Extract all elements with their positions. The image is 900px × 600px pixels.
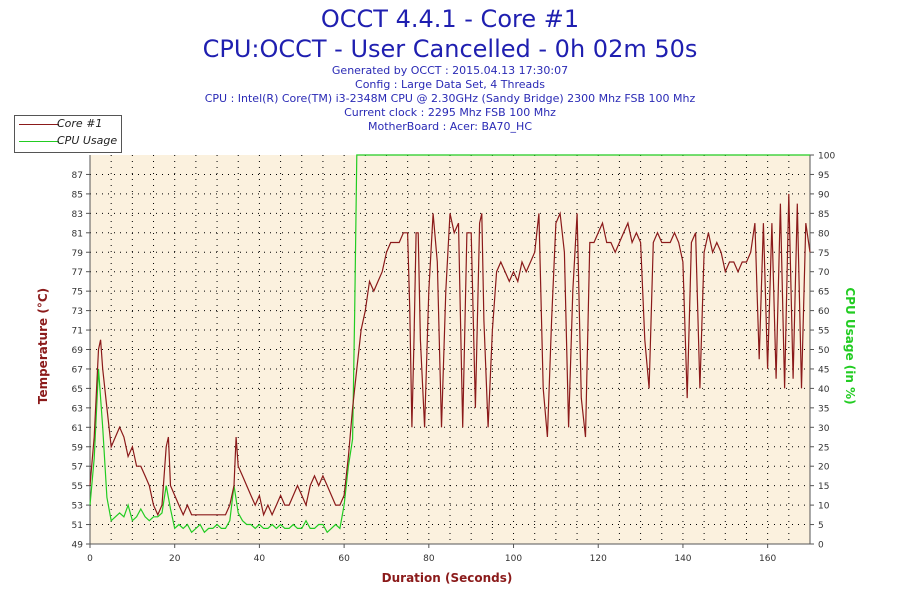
y-tick-label: 69: [72, 346, 84, 356]
y-axis-label-left: Temperature (°C): [36, 287, 50, 405]
y2-tick-label: 70: [818, 268, 830, 278]
y2-tick-label: 15: [818, 482, 829, 492]
x-tick-label: 20: [169, 554, 181, 564]
y2-tick-label: 25: [818, 443, 829, 453]
y-tick-label: 77: [72, 268, 83, 278]
y2-tick-label: 20: [818, 463, 830, 473]
y-tick-label: 59: [72, 443, 84, 453]
chart-header: OCCT 4.4.1 - Core #1 CPU:OCCT - User Can…: [0, 4, 900, 134]
info-line-cpu: CPU : Intel(R) Core(TM) i3-2348M CPU @ 2…: [204, 92, 696, 105]
y2-tick-label: 65: [818, 288, 829, 298]
y-tick-label: 67: [72, 365, 83, 375]
y-tick-label: 85: [72, 190, 83, 200]
info-line-generated: Generated by OCCT : 2015.04.13 17:30:07: [331, 64, 569, 77]
y-tick-label: 79: [72, 249, 84, 259]
chart-subtitle: CPU:OCCT - User Cancelled - 0h 02m 50s: [202, 35, 698, 63]
y2-tick-label: 55: [818, 327, 829, 337]
y2-tick-label: 5: [818, 521, 824, 531]
y-tick-label: 65: [72, 385, 83, 395]
x-axis-label: Duration (Seconds): [381, 571, 513, 585]
y-tick-label: 55: [72, 482, 83, 492]
y2-tick-label: 80: [818, 229, 830, 239]
info-line-clock: Current clock : 2295 Mhz FSB 100 Mhz: [344, 106, 556, 119]
chart-title: OCCT 4.4.1 - Core #1: [320, 5, 580, 33]
info-line-config: Config : Large Data Set, 4 Threads: [355, 78, 545, 91]
y2-tick-label: 10: [818, 502, 830, 512]
y2-tick-label: 30: [818, 424, 830, 434]
legend-label-usage: CPU Usage: [57, 134, 118, 147]
x-tick-label: 100: [505, 554, 522, 564]
y-tick-label: 81: [72, 229, 83, 239]
x-tick-label: 40: [254, 554, 266, 564]
y-tick-label: 75: [72, 288, 83, 298]
x-tick-label: 160: [759, 554, 776, 564]
y2-tick-label: 60: [818, 307, 830, 317]
y2-tick-label: 35: [818, 404, 829, 414]
y2-tick-label: 90: [818, 190, 830, 200]
series-line-cpu-usage: [89, 154, 810, 534]
y2-tick-label: 0: [818, 541, 824, 551]
x-tick-label: 120: [590, 554, 607, 564]
y-tick-label: 63: [72, 404, 83, 414]
y2-tick-label: 85: [818, 210, 829, 220]
y-tick-label: 87: [72, 171, 83, 181]
x-tick-label: 140: [674, 554, 691, 564]
y-tick-label: 57: [72, 463, 83, 473]
legend-item-core: Core #1: [15, 116, 121, 133]
legend-label-core: Core #1: [57, 117, 103, 130]
y2-tick-label: 100: [818, 152, 835, 162]
y-tick-label: 49: [72, 541, 84, 551]
y-tick-label: 61: [72, 424, 83, 434]
info-line-motherboard: MotherBoard : Acer: BA70_HC: [367, 120, 533, 133]
y-tick-label: 83: [72, 210, 83, 220]
x-tick-label: 0: [87, 554, 93, 564]
y-tick-label: 73: [72, 307, 83, 317]
y-tick-label: 71: [72, 327, 83, 337]
y2-tick-label: 50: [818, 346, 830, 356]
legend: Core #1 CPU Usage: [14, 115, 122, 153]
y-axis-label-right: CPU Usage (in %): [843, 287, 857, 405]
y2-tick-label: 45: [818, 365, 829, 375]
y2-tick-label: 95: [818, 171, 829, 181]
series-line-core-1: [89, 193, 811, 517]
legend-swatch-core: [19, 124, 59, 125]
y-tick-label: 51: [72, 521, 83, 531]
y2-tick-label: 40: [818, 385, 830, 395]
legend-swatch-usage: [19, 141, 59, 142]
x-tick-label: 60: [338, 554, 350, 564]
x-tick-label: 80: [423, 554, 435, 564]
y-tick-label: 53: [72, 502, 83, 512]
y2-tick-label: 75: [818, 249, 829, 259]
legend-item-usage: CPU Usage: [15, 133, 121, 150]
